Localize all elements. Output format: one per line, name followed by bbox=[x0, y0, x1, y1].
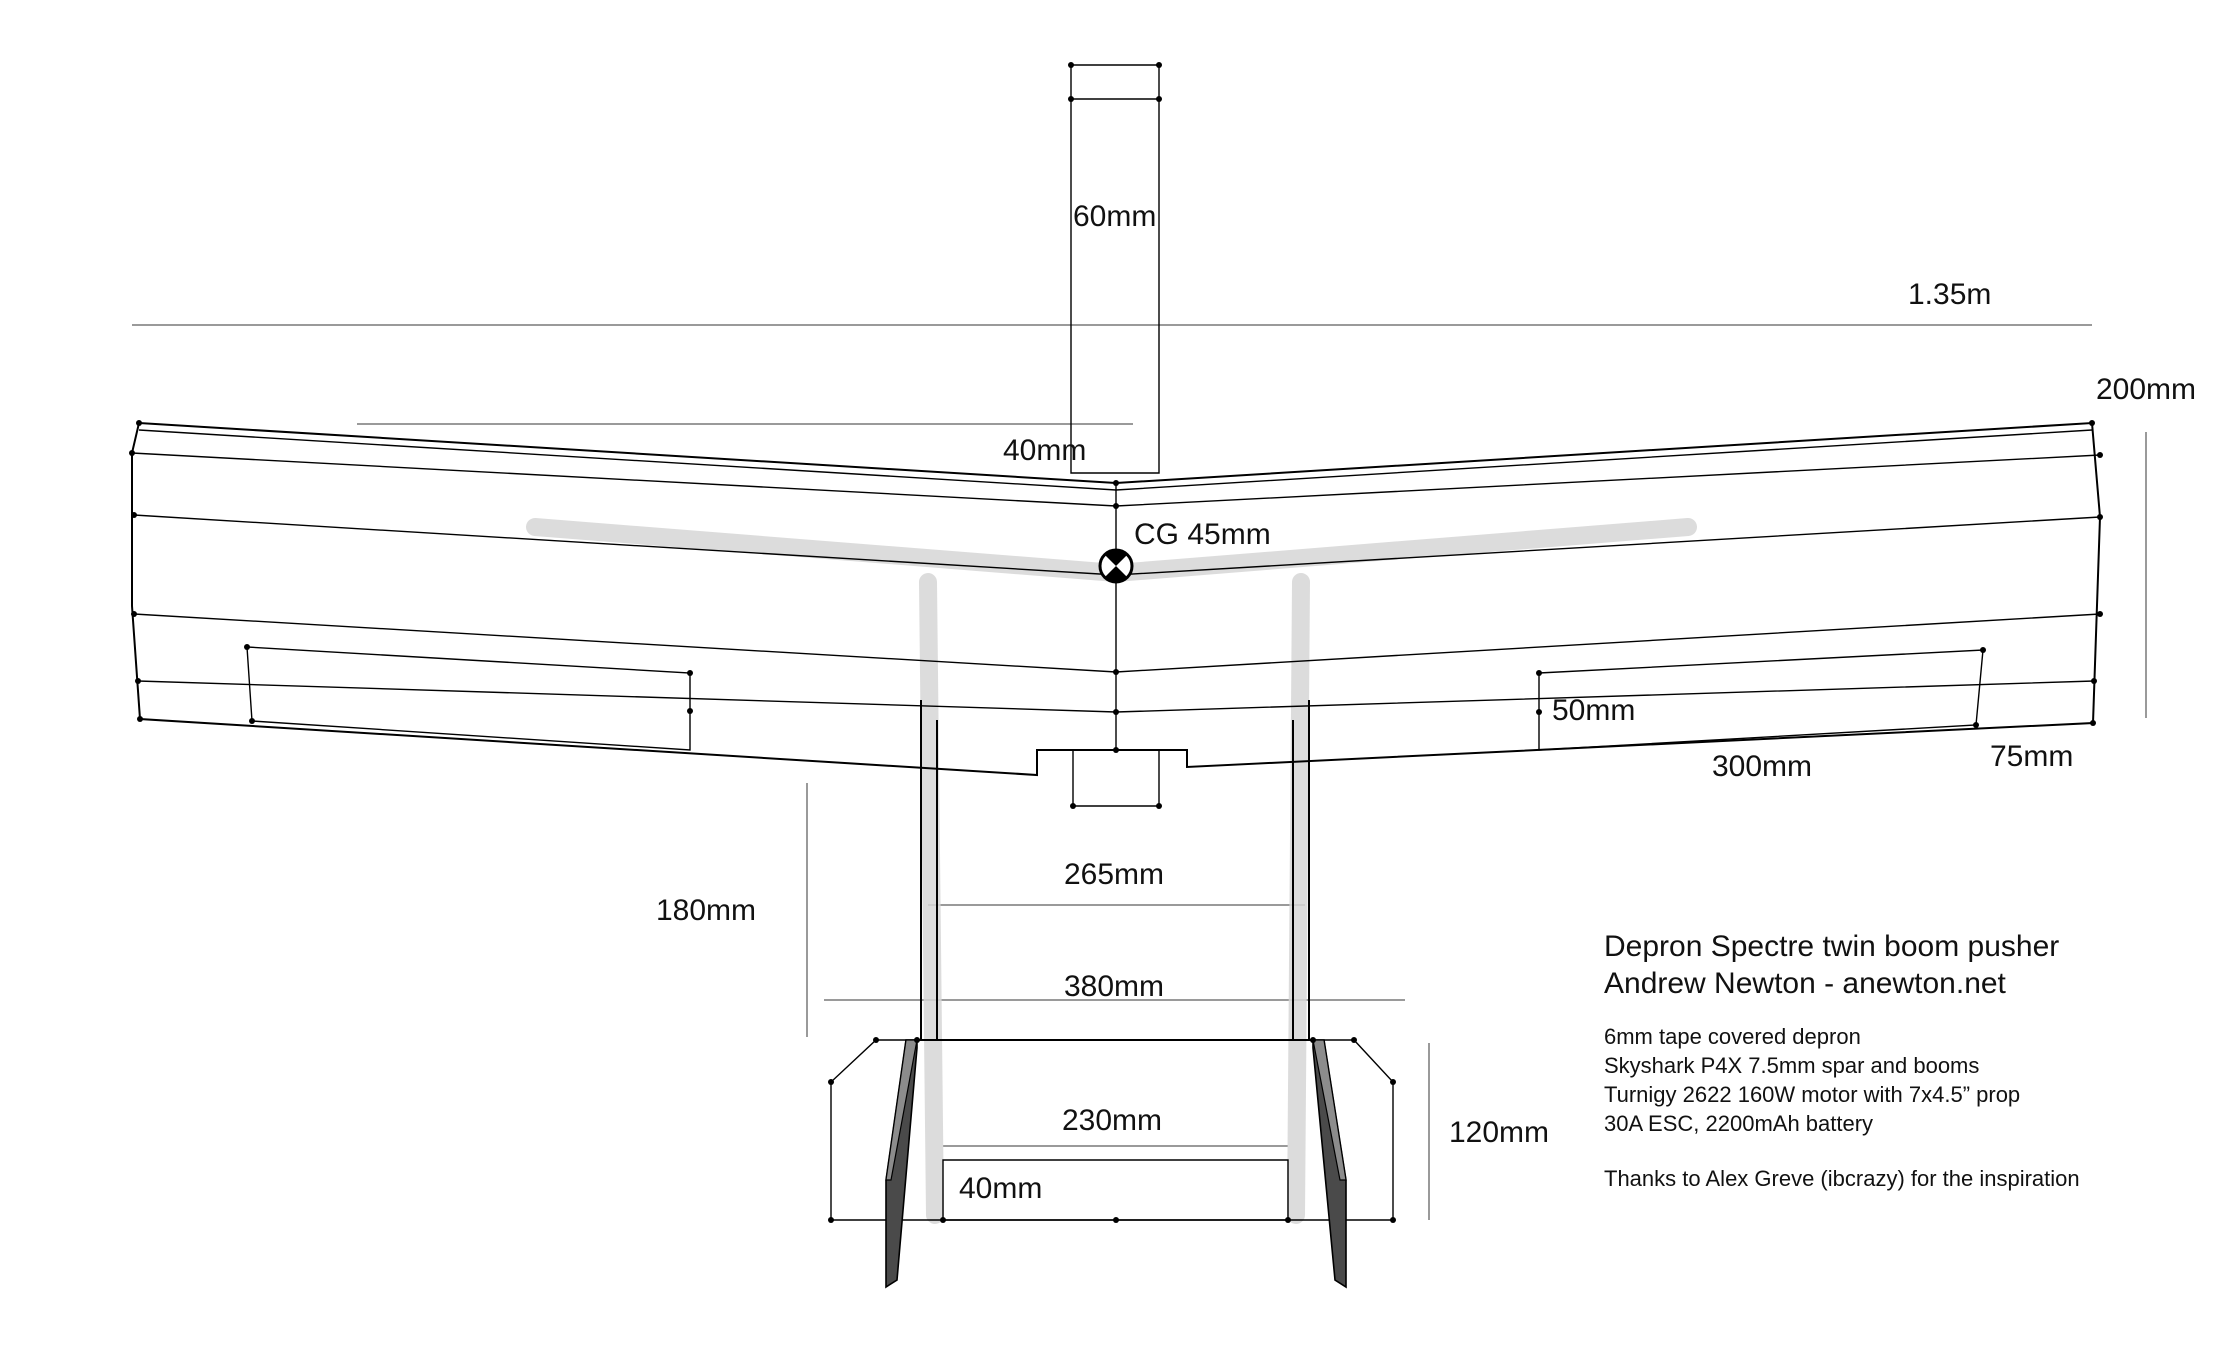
tail-chord-label: 120mm bbox=[1449, 1116, 1549, 1149]
aileron-length-label: 300mm bbox=[1712, 750, 1812, 783]
elevator-span-label: 230mm bbox=[1062, 1104, 1162, 1137]
elevator-chord-label: 40mm bbox=[959, 1172, 1042, 1205]
left-aileron bbox=[246, 646, 691, 751]
drawing-notes: Depron Spectre twin boom pusher Andrew N… bbox=[1604, 928, 2224, 1193]
fin-length-label: 60mm bbox=[1073, 200, 1156, 233]
left-fin-bevel bbox=[885, 1039, 918, 1181]
boom-spacing-label: 265mm bbox=[1064, 858, 1164, 891]
left-boom-spar bbox=[919, 573, 944, 1224]
aileron-chord-label: 50mm bbox=[1552, 694, 1635, 727]
span-label: 1.35m bbox=[1908, 278, 1991, 311]
drawing-author: Andrew Newton - anewton.net bbox=[1604, 967, 2006, 1000]
tail-span-label: 380mm bbox=[1064, 970, 1164, 1003]
sweep-label: 40mm bbox=[1003, 434, 1086, 467]
spec-esc-battery: 30A ESC, 2200mAh battery bbox=[1604, 1111, 1874, 1136]
cg-marker bbox=[1098, 548, 1134, 584]
right-fin-bevel bbox=[1312, 1039, 1347, 1181]
spec-material: 6mm tape covered depron bbox=[1604, 1024, 1861, 1049]
wing-panel-line-3 bbox=[133, 613, 2101, 673]
tip-chord-label: 75mm bbox=[1990, 740, 2073, 773]
motor-mount bbox=[1072, 749, 1160, 807]
cg-label: CG 45mm bbox=[1134, 518, 1271, 551]
thanks-note: Thanks to Alex Greve (ibcrazy) for the i… bbox=[1604, 1166, 2080, 1191]
spec-spar: Skyshark P4X 7.5mm spar and booms bbox=[1604, 1053, 1980, 1078]
boom-length-label: 180mm bbox=[656, 894, 756, 927]
spec-motor: Turnigy 2622 160W motor with 7x4.5” prop bbox=[1604, 1082, 2021, 1107]
right-boom-spar bbox=[1287, 573, 1310, 1224]
fin-strip bbox=[1070, 64, 1160, 474]
vertex-dots bbox=[129, 62, 2103, 1223]
root-chord-label: 200mm bbox=[2096, 373, 2196, 406]
drawing-title: Depron Spectre twin boom pusher bbox=[1604, 930, 2060, 963]
